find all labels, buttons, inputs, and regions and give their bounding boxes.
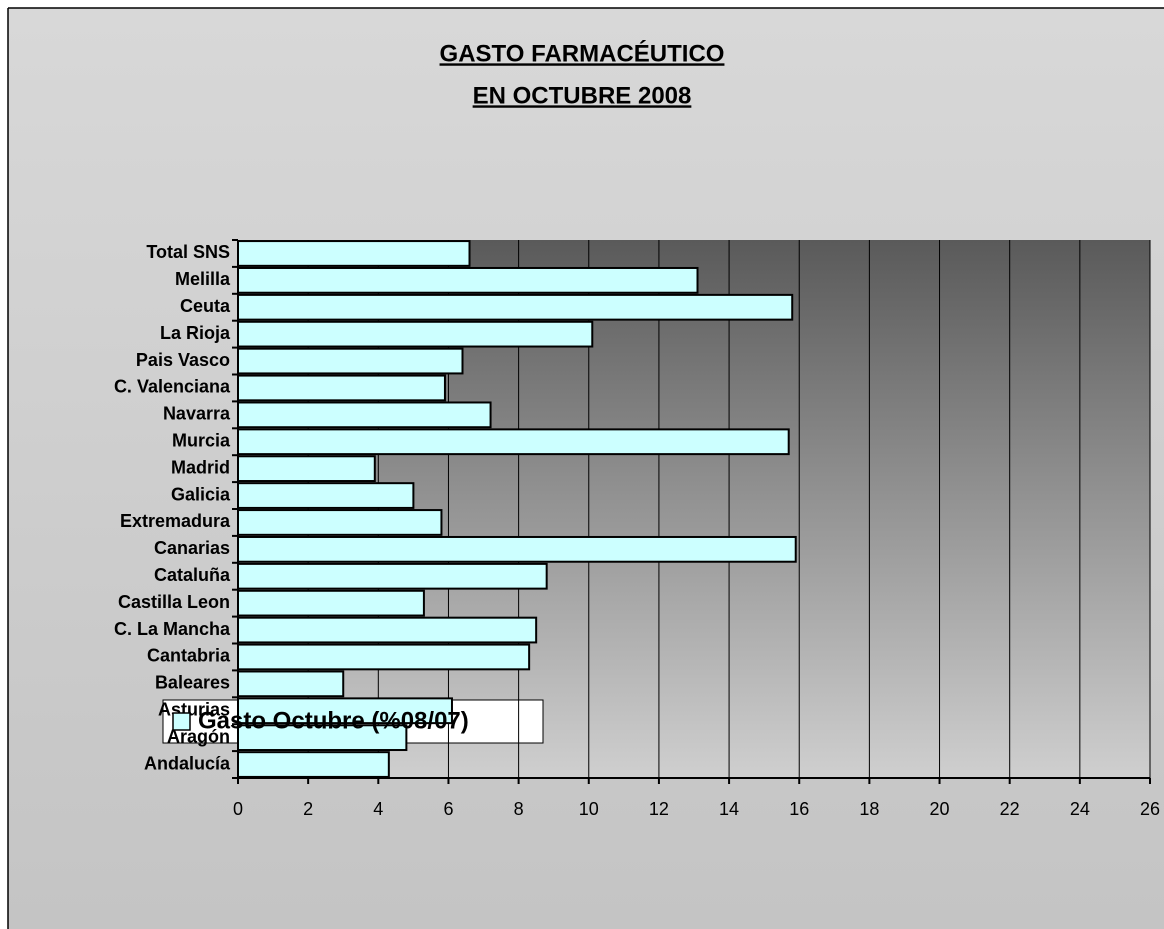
x-tick-label: 2 [303, 799, 313, 819]
y-tick-label: Andalucía [144, 753, 231, 773]
x-tick-label: 22 [1000, 799, 1020, 819]
bar [237, 293, 794, 321]
bar [237, 320, 594, 348]
bar [237, 482, 415, 509]
chart-title: GASTO FARMACÉUTICO [440, 39, 725, 67]
y-tick-label: Melilla [175, 269, 231, 289]
y-tick-label: Navarra [163, 404, 231, 424]
x-tick-label: 16 [789, 799, 809, 819]
y-tick-label: Cataluña [154, 565, 231, 585]
bar [237, 374, 446, 402]
x-tick-label: 20 [930, 799, 950, 819]
bar [237, 347, 464, 375]
x-tick-label: 18 [859, 799, 879, 819]
y-tick-label: C. Valenciana [114, 377, 231, 397]
bar [237, 401, 492, 429]
plot-area [238, 240, 1150, 778]
legend-label: Gasto Octubre (%08/07) [198, 707, 469, 734]
y-tick-label: Castilla Leon [118, 592, 230, 612]
bar [237, 670, 345, 698]
y-tick-label: Galicia [171, 484, 231, 504]
bar [237, 509, 443, 536]
x-tick-label: 10 [579, 799, 599, 819]
chart-title: EN OCTUBRE 2008 [473, 82, 692, 109]
bar [237, 724, 408, 752]
x-tick-label: 24 [1070, 799, 1090, 819]
bar [237, 589, 425, 617]
bar [237, 751, 390, 778]
x-tick-label: 0 [233, 799, 243, 819]
x-tick-label: 6 [443, 799, 453, 819]
x-tick-label: 26 [1140, 799, 1160, 819]
y-tick-label: La Rioja [160, 323, 231, 343]
bar [237, 562, 548, 590]
x-tick-label: 4 [373, 799, 383, 819]
y-tick-label: Total SNS [146, 242, 230, 262]
bar [237, 455, 376, 483]
legend-swatch [172, 712, 191, 731]
y-tick-label: Extremadura [120, 511, 231, 531]
bar [237, 643, 531, 671]
y-tick-label: Aragón [167, 726, 230, 746]
x-tick-label: 12 [649, 799, 669, 819]
y-tick-label: Ceuta [180, 296, 231, 316]
y-tick-label: Pais Vasco [136, 350, 230, 370]
y-tick-label: Baleares [155, 673, 230, 693]
y-tick-label: Cantabria [147, 646, 231, 666]
y-tick-label: Canarias [154, 538, 230, 558]
bar [237, 428, 790, 456]
bar [237, 266, 699, 294]
y-tick-label: Madrid [171, 457, 230, 477]
bar [237, 240, 471, 267]
x-tick-label: 14 [719, 799, 739, 819]
y-tick-label: Murcia [172, 431, 231, 451]
bar [237, 535, 797, 563]
y-tick-label: C. La Mancha [114, 619, 231, 639]
bar [237, 616, 538, 644]
x-tick-label: 8 [514, 799, 524, 819]
